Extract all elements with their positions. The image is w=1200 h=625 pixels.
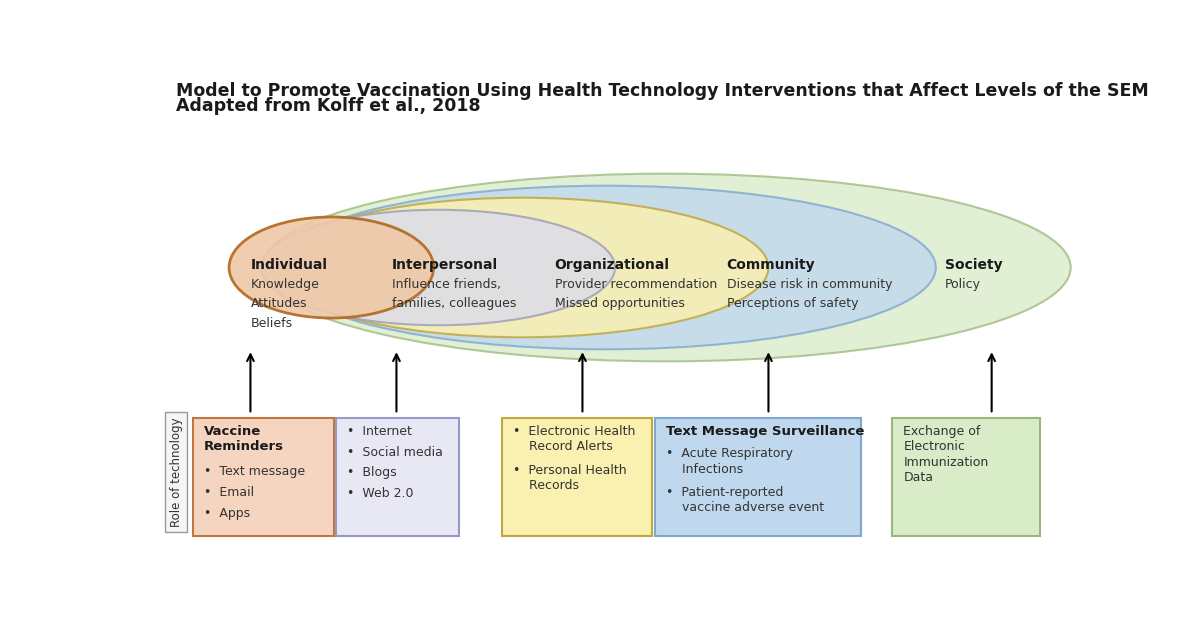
- Text: •  Text message: • Text message: [204, 465, 305, 478]
- Text: Organizational: Organizational: [554, 258, 670, 272]
- FancyBboxPatch shape: [336, 418, 458, 536]
- Text: •  Apps: • Apps: [204, 507, 250, 519]
- Text: Interpersonal: Interpersonal: [391, 258, 498, 272]
- Text: Influence friends,: Influence friends,: [391, 278, 500, 291]
- Text: Role of technology: Role of technology: [169, 418, 182, 527]
- Text: •  Web 2.0: • Web 2.0: [347, 487, 414, 500]
- FancyBboxPatch shape: [892, 418, 1040, 536]
- Text: •  Internet: • Internet: [347, 425, 412, 438]
- Text: •  Acute Respiratory
    Infections: • Acute Respiratory Infections: [666, 447, 793, 476]
- Text: •  Electronic Health
    Record Alerts: • Electronic Health Record Alerts: [512, 425, 635, 453]
- Text: Adapted from Kolff et al., 2018: Adapted from Kolff et al., 2018: [176, 97, 481, 114]
- Text: Missed opportunities: Missed opportunities: [554, 298, 684, 311]
- Text: Text Message Surveillance: Text Message Surveillance: [666, 425, 864, 438]
- Text: Model to Promote Vaccination Using Health Technology Interventions that Affect L: Model to Promote Vaccination Using Healt…: [176, 82, 1148, 100]
- Ellipse shape: [229, 217, 433, 318]
- Text: •  Social media: • Social media: [347, 446, 443, 459]
- Text: •  Personal Health
    Records: • Personal Health Records: [512, 464, 626, 492]
- Text: Beliefs: Beliefs: [251, 317, 293, 329]
- Text: Knowledge: Knowledge: [251, 278, 319, 291]
- FancyBboxPatch shape: [193, 418, 334, 536]
- Ellipse shape: [262, 210, 616, 325]
- Text: •  Email: • Email: [204, 486, 254, 499]
- Text: Provider recommendation: Provider recommendation: [554, 278, 716, 291]
- Ellipse shape: [276, 186, 936, 349]
- Text: Individual: Individual: [251, 258, 328, 272]
- Text: Perceptions of safety: Perceptions of safety: [727, 298, 858, 311]
- FancyBboxPatch shape: [502, 418, 653, 536]
- Text: Disease risk in community: Disease risk in community: [727, 278, 892, 291]
- Text: •  Patient-reported
    vaccine adverse event: • Patient-reported vaccine adverse event: [666, 486, 824, 514]
- Ellipse shape: [276, 198, 768, 338]
- Text: Exchange of
Electronic
Immunization
Data: Exchange of Electronic Immunization Data: [904, 425, 989, 484]
- FancyBboxPatch shape: [655, 418, 862, 536]
- Text: Attitudes: Attitudes: [251, 298, 307, 311]
- Text: families, colleagues: families, colleagues: [391, 298, 516, 311]
- Text: Society: Society: [946, 258, 1003, 272]
- Ellipse shape: [262, 174, 1070, 361]
- Text: Policy: Policy: [946, 278, 982, 291]
- Text: Community: Community: [727, 258, 815, 272]
- Text: •  Blogs: • Blogs: [347, 466, 397, 479]
- Text: Vaccine
Reminders: Vaccine Reminders: [204, 425, 284, 453]
